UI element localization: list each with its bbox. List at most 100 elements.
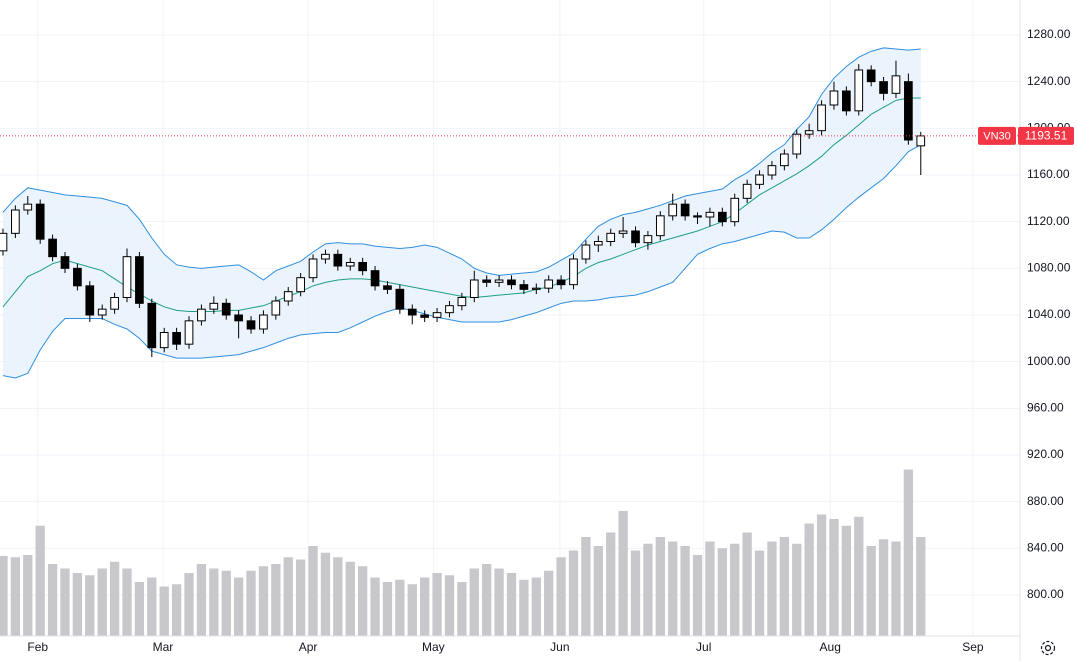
volume-bar bbox=[891, 541, 901, 636]
candle-body bbox=[904, 81, 913, 141]
candle-body bbox=[234, 314, 243, 322]
volume-bar bbox=[519, 579, 529, 636]
volume-bar bbox=[916, 537, 926, 636]
x-tick-label: Sep bbox=[962, 640, 984, 654]
band-fill bbox=[2, 47, 921, 378]
candle-body bbox=[705, 211, 715, 218]
volume-bar bbox=[531, 577, 541, 636]
volume-bar bbox=[258, 566, 269, 636]
candle-body bbox=[742, 183, 752, 199]
volume-bar bbox=[544, 570, 554, 636]
y-tick-label: 840.00 bbox=[1027, 541, 1064, 555]
candle-body bbox=[370, 270, 380, 287]
y-tick-label: 880.00 bbox=[1027, 494, 1064, 508]
volume-bar bbox=[209, 568, 219, 636]
volume-bar bbox=[779, 537, 789, 636]
candle-body bbox=[817, 104, 826, 132]
candle-body bbox=[507, 279, 516, 286]
candle-body bbox=[97, 308, 107, 316]
candle-body bbox=[780, 153, 789, 167]
candle-body bbox=[581, 244, 591, 260]
candle-body bbox=[159, 332, 169, 349]
candle-body bbox=[556, 279, 566, 286]
candle-body bbox=[693, 215, 702, 218]
volume-bar bbox=[556, 557, 566, 636]
candle-body bbox=[879, 81, 888, 94]
candle-body bbox=[420, 314, 430, 318]
volume-bar bbox=[494, 568, 504, 636]
volume-bar bbox=[692, 555, 703, 636]
candle-body bbox=[110, 297, 119, 310]
x-tick-label: Feb bbox=[27, 640, 48, 654]
volume-bar bbox=[668, 541, 678, 636]
candle-body bbox=[259, 314, 268, 330]
candle-body bbox=[333, 253, 343, 267]
volume-bar bbox=[754, 550, 765, 636]
volume-bar bbox=[47, 564, 58, 636]
volume-bar bbox=[320, 552, 331, 636]
candle-body bbox=[717, 211, 727, 223]
volume-bar bbox=[568, 550, 579, 636]
y-tick-label: 1000.00 bbox=[1027, 354, 1071, 368]
volume-bar bbox=[432, 573, 442, 636]
price-badge bbox=[1018, 126, 1074, 145]
candle-body bbox=[668, 203, 678, 217]
x-tick-label: Mar bbox=[153, 640, 174, 654]
volume-bar bbox=[97, 568, 107, 636]
volume-bar bbox=[469, 568, 479, 636]
volume-bar bbox=[407, 584, 417, 636]
candle-body bbox=[755, 174, 764, 185]
volume-bar bbox=[643, 543, 653, 636]
candle-body bbox=[209, 302, 219, 310]
volume-bar bbox=[0, 555, 8, 636]
volume-bar bbox=[382, 582, 393, 636]
volume-bar bbox=[308, 546, 318, 636]
volume-bar bbox=[606, 532, 616, 636]
volume-bar bbox=[630, 550, 641, 636]
volume-bar bbox=[370, 577, 380, 636]
x-tick-label: May bbox=[422, 640, 445, 654]
candle-body bbox=[0, 232, 8, 252]
candle-body bbox=[345, 262, 355, 267]
candle-body bbox=[321, 253, 330, 260]
volume-bar bbox=[159, 586, 169, 636]
candle-body bbox=[730, 197, 740, 223]
volume-bar bbox=[457, 582, 467, 636]
candle-body bbox=[358, 262, 368, 272]
candle-body bbox=[569, 258, 578, 286]
gear-center[interactable] bbox=[1044, 644, 1052, 652]
lower-band bbox=[2, 144, 922, 379]
candle-body bbox=[829, 90, 839, 106]
volume-bar bbox=[680, 546, 690, 636]
volume-bar bbox=[482, 564, 492, 636]
volume-bar bbox=[804, 523, 814, 636]
axes: 1280.001240.001200.001160.001120.001080.… bbox=[27, 27, 1070, 654]
y-tick-label: 1240.00 bbox=[1027, 74, 1071, 88]
volume-bar bbox=[147, 577, 157, 636]
volume-bar bbox=[196, 564, 207, 636]
candle-body bbox=[469, 279, 479, 298]
candle-body bbox=[283, 291, 293, 302]
candle-body bbox=[593, 241, 603, 246]
volume-bar bbox=[10, 557, 21, 636]
settings-icon[interactable] bbox=[1040, 640, 1056, 656]
x-tick-label: Aug bbox=[820, 640, 841, 654]
gear-ring[interactable] bbox=[1040, 640, 1056, 656]
candle-body bbox=[631, 230, 640, 244]
volume-bar bbox=[841, 525, 852, 636]
candle-body bbox=[457, 297, 467, 307]
y-tick-label: 960.00 bbox=[1027, 401, 1064, 415]
volume-bar bbox=[581, 537, 591, 636]
volume-bar bbox=[134, 582, 145, 636]
x-tick-label: Jun bbox=[550, 640, 569, 654]
volume-bar bbox=[60, 568, 70, 636]
volume-bar bbox=[444, 575, 455, 636]
candle-body bbox=[866, 69, 876, 83]
candle-body bbox=[197, 308, 206, 322]
candle-body bbox=[544, 279, 554, 289]
upper-band bbox=[2, 47, 921, 281]
candle-body bbox=[407, 308, 417, 316]
volume-bar bbox=[109, 561, 120, 636]
candle-body bbox=[519, 284, 529, 290]
candle-body bbox=[308, 258, 318, 279]
